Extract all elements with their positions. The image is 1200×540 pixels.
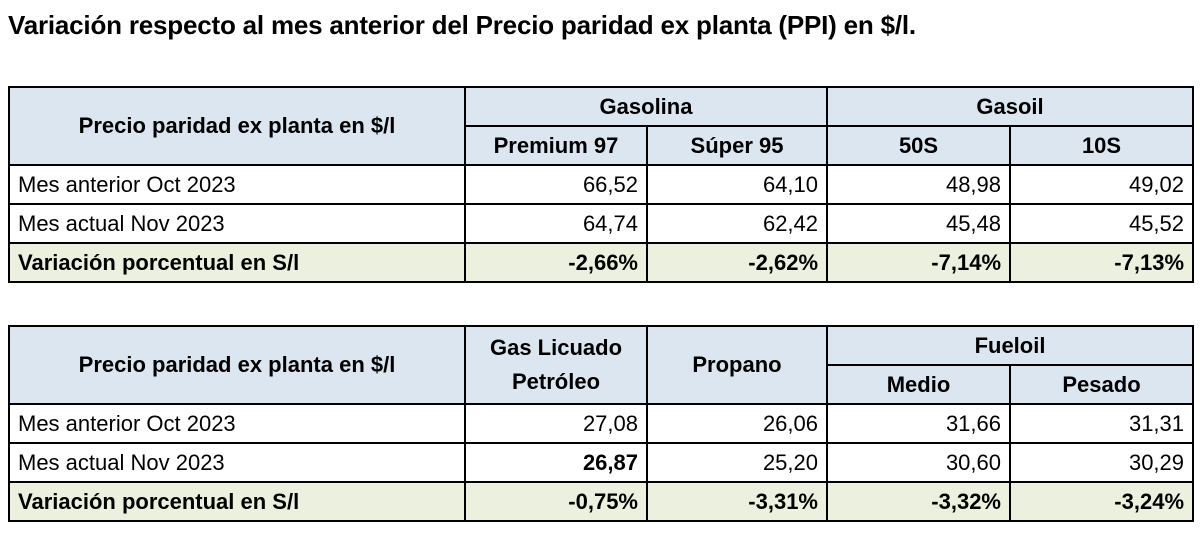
table-row: Mes actual Nov 2023 26,87 25,20 30,60 30… [8, 442, 1195, 483]
table-cell: 27,08 [464, 403, 648, 444]
table-cell: 45,52 [1009, 203, 1195, 244]
table-cell: 45,48 [826, 203, 1012, 244]
column-header-pesado: Pesado [1008, 364, 1195, 405]
group-header-fueloil: Fueloil [825, 325, 1195, 366]
corner-header: Precio paridad ex planta en $/l [8, 86, 466, 166]
table-cell: -2,66% [464, 242, 648, 283]
column-header-super-95: Súper 95 [645, 125, 829, 166]
table-cell: 66,52 [464, 164, 648, 205]
table-cell: -7,13% [1009, 242, 1195, 283]
row-label: Mes anterior Oct 2023 [8, 164, 466, 205]
table-cell: 48,98 [826, 164, 1012, 205]
table-cell: 31,66 [826, 403, 1011, 444]
table-cell: 64,74 [464, 203, 648, 244]
column-header-propano: Propano [646, 325, 828, 405]
glp-propane-fueloil-table: Precio paridad ex planta en $/l Gas Licu… [8, 325, 1195, 522]
table-cell: -3,31% [646, 481, 828, 522]
table-row: Mes anterior Oct 2023 66,52 64,10 48,98 … [8, 164, 1195, 205]
table-cell: 26,06 [646, 403, 828, 444]
row-label: Mes anterior Oct 2023 [8, 403, 466, 444]
table-cell: 62,42 [645, 203, 829, 244]
table-cell: 26,87 [464, 442, 648, 483]
column-header-50s: 50S [826, 125, 1012, 166]
row-label: Variación porcentual en S/l [8, 481, 466, 522]
table-cell: -7,14% [826, 242, 1012, 283]
group-header-gasoil: Gasoil [826, 86, 1195, 127]
page-title: Variación respecto al mes anterior del P… [8, 10, 916, 40]
table-cell: 64,10 [645, 164, 829, 205]
table-cell: -2,62% [645, 242, 829, 283]
table-row: Mes anterior Oct 2023 27,08 26,06 31,66 … [8, 403, 1195, 444]
corner-header: Precio paridad ex planta en $/l [8, 325, 466, 405]
table-cell: -3,32% [826, 481, 1011, 522]
table-cell: 31,31 [1008, 403, 1195, 444]
column-header-medio: Medio [826, 364, 1011, 405]
row-label: Variación porcentual en S/l [8, 242, 466, 283]
table-cell: 49,02 [1009, 164, 1195, 205]
column-header-premium-97: Premium 97 [464, 125, 648, 166]
table-row: Mes actual Nov 2023 64,74 62,42 45,48 45… [8, 203, 1195, 244]
table-cell: -3,24% [1008, 481, 1195, 522]
row-label: Mes actual Nov 2023 [8, 203, 466, 244]
variation-row: Variación porcentual en S/l -0,75% -3,31… [8, 481, 1195, 522]
variation-row: Variación porcentual en S/l -2,66% -2,62… [8, 242, 1195, 283]
row-label: Mes actual Nov 2023 [8, 442, 466, 483]
column-header-gas-licuado: Gas Licuado Petróleo [464, 325, 648, 405]
table-cell: 30,60 [826, 442, 1011, 483]
table-cell: 30,29 [1008, 442, 1195, 483]
table-cell: 25,20 [646, 442, 828, 483]
gasoline-gasoil-table: Precio paridad ex planta en $/l Gasolina… [8, 86, 1195, 283]
group-header-gasolina: Gasolina [463, 86, 829, 127]
column-header-10s: 10S [1009, 125, 1195, 166]
table-cell: -0,75% [464, 481, 648, 522]
